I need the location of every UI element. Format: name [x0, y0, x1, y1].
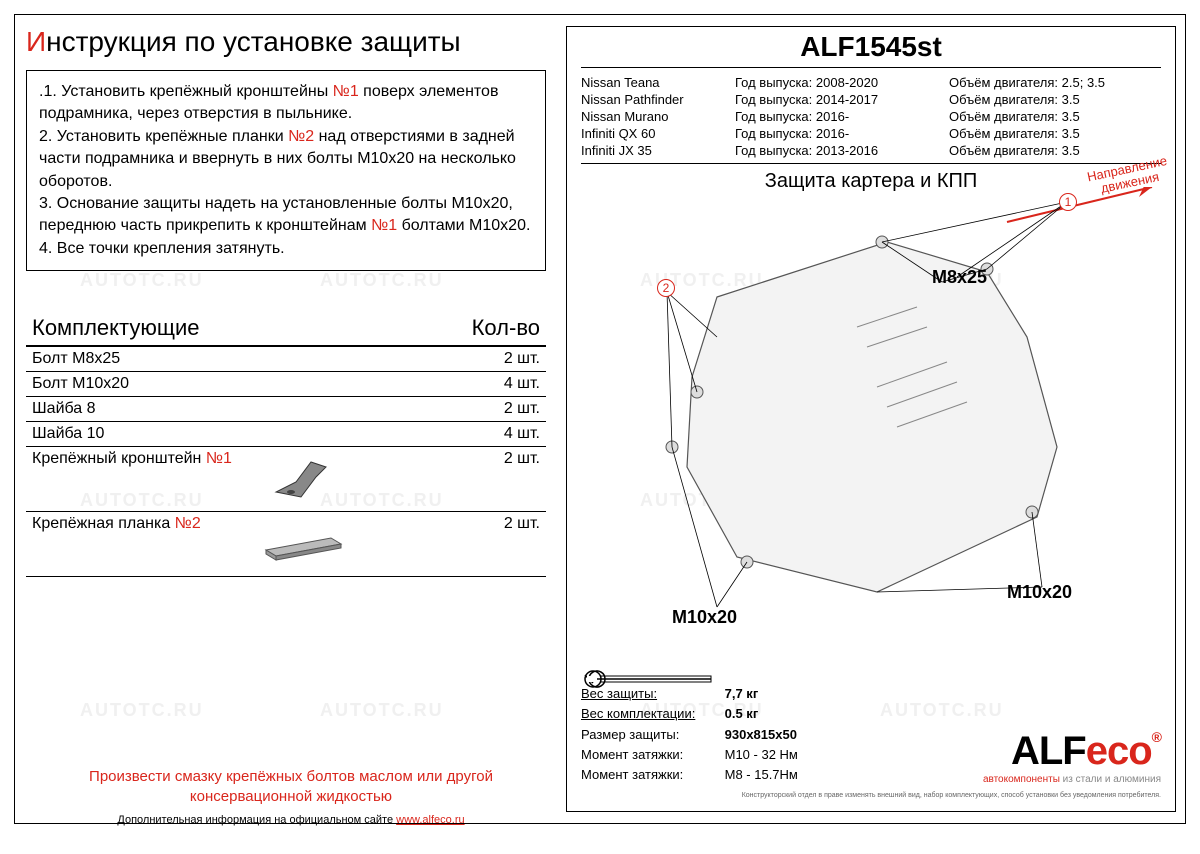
- outer-frame: [14, 14, 1186, 824]
